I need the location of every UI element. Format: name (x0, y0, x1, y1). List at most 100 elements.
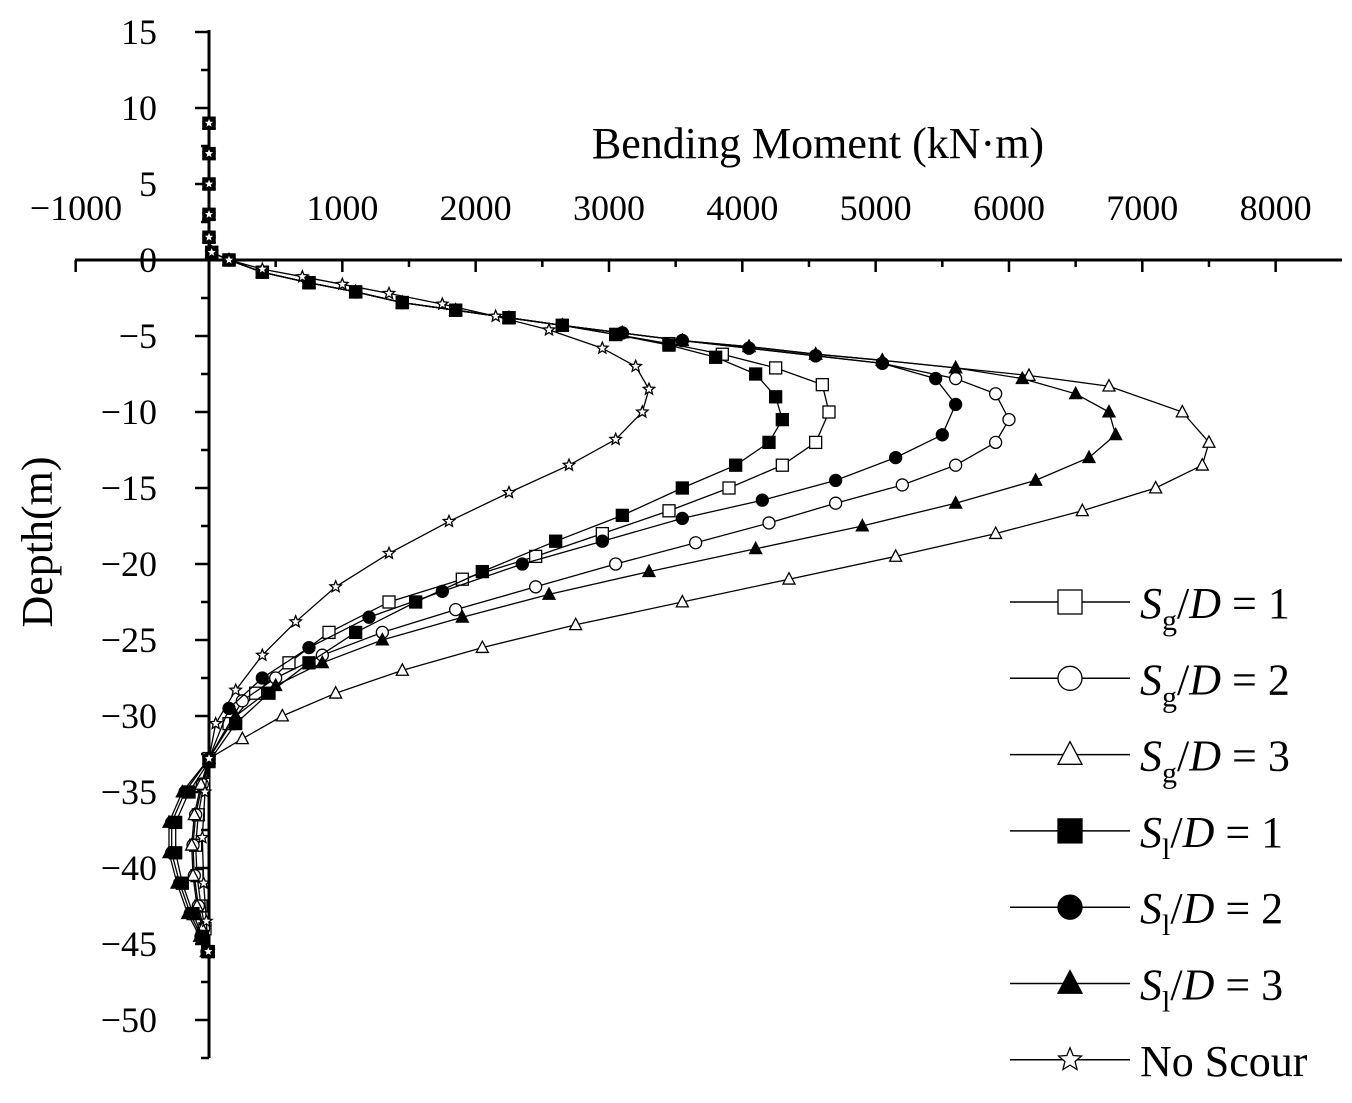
series-line (201, 123, 650, 952)
plot-area (161, 115, 1217, 959)
data-point (161, 814, 177, 828)
data-point (381, 545, 397, 560)
data-point (288, 614, 304, 629)
data-point (1175, 404, 1190, 418)
y-tick-label: −30 (101, 696, 157, 736)
x-tick-label: 1000 (306, 188, 378, 228)
data-point (762, 435, 776, 450)
data-point (729, 458, 743, 472)
data-point (455, 609, 470, 623)
data-point (549, 534, 563, 548)
data-point (595, 534, 609, 548)
data-point (641, 563, 657, 578)
data-point (515, 557, 529, 571)
data-point (254, 261, 270, 276)
x-tick-label: 3000 (573, 188, 645, 228)
legend-item: Sg/D = 3 (1010, 732, 1290, 790)
data-point (948, 495, 963, 509)
series-line (171, 123, 957, 952)
y-tick-label: 5 (139, 164, 157, 204)
data-point (200, 943, 216, 958)
data-point (381, 285, 397, 300)
data-point (988, 525, 1003, 540)
data-point (192, 928, 207, 942)
data-point (348, 284, 363, 298)
data-point (449, 602, 463, 617)
data-point (594, 340, 610, 355)
data-point (201, 115, 217, 130)
data-point (895, 478, 909, 492)
data-point (201, 750, 217, 765)
legend-label: No Scour (1140, 1037, 1308, 1086)
data-point (829, 496, 843, 510)
data-point (675, 481, 689, 495)
data-point (1015, 370, 1030, 385)
data-point (275, 708, 290, 722)
data-point (748, 540, 763, 555)
data-point (1195, 457, 1210, 471)
legend-item: No Scour (1010, 1037, 1308, 1086)
data-point (541, 322, 557, 337)
legend-item: Sl/D = 1 (1010, 808, 1283, 866)
data-point (1068, 385, 1083, 400)
data-point (1101, 378, 1117, 392)
series-line (195, 123, 830, 952)
series-line (191, 123, 1210, 952)
data-point (948, 360, 963, 374)
x-tick-label: 8000 (1240, 188, 1312, 228)
y-tick-label: −50 (101, 1000, 157, 1040)
data-point (235, 730, 250, 745)
data-point (201, 176, 217, 191)
data-point (161, 844, 177, 859)
data-point (328, 579, 344, 594)
data-point (334, 276, 350, 291)
data-point (475, 639, 490, 654)
data-point (395, 662, 410, 676)
data-point (808, 346, 823, 360)
data-point (382, 595, 396, 609)
data-point (781, 571, 797, 585)
data-point (282, 656, 296, 670)
data-point (435, 584, 449, 599)
y-tick-label: −45 (101, 924, 157, 964)
data-point (541, 586, 557, 600)
legend-label: Sg/D = 2 (1140, 655, 1290, 713)
data-point (1108, 426, 1123, 441)
data-point (375, 632, 390, 646)
data-point (675, 332, 690, 347)
data-point (448, 302, 463, 316)
legend-item: Sg/D = 1 (1010, 579, 1290, 637)
data-point (675, 511, 689, 526)
y-axis-title: Depth(m) (13, 456, 62, 627)
axes: −1000 1000 2000 3000 4000 5000 6000 7000 8000 15 1… (30, 12, 1342, 1060)
data-point (1002, 412, 1016, 427)
data-point (1148, 480, 1163, 494)
y-tick-label: −25 (101, 620, 157, 660)
y-tick-label: −5 (119, 316, 157, 356)
x-tick-label: 4000 (706, 188, 778, 228)
data-point (187, 806, 202, 821)
legend-item: Sl/D = 3 (1010, 961, 1283, 1019)
data-point (634, 404, 650, 419)
data-point (294, 269, 310, 283)
y-tick-label: −20 (101, 544, 157, 584)
legend: Sg/D = 1 Sg/D = 2 Sg/D = 3 Sl/D = 1 Sl/D = 2… (1010, 579, 1308, 1086)
data-point (948, 458, 963, 472)
data-point (228, 708, 243, 722)
y-tick-label: 10 (121, 88, 157, 128)
data-point (888, 548, 903, 562)
data-point (169, 875, 185, 889)
data-point (609, 557, 623, 571)
data-point (855, 518, 870, 532)
data-point (568, 616, 583, 631)
data-point (935, 428, 949, 442)
data-point (809, 435, 823, 450)
data-point (201, 206, 217, 221)
legend-marker (1057, 589, 1083, 615)
data-point (228, 682, 244, 697)
data-point (755, 493, 769, 507)
data-point (349, 625, 363, 640)
y-tick-label: 15 (121, 12, 157, 52)
data-point (254, 647, 270, 662)
